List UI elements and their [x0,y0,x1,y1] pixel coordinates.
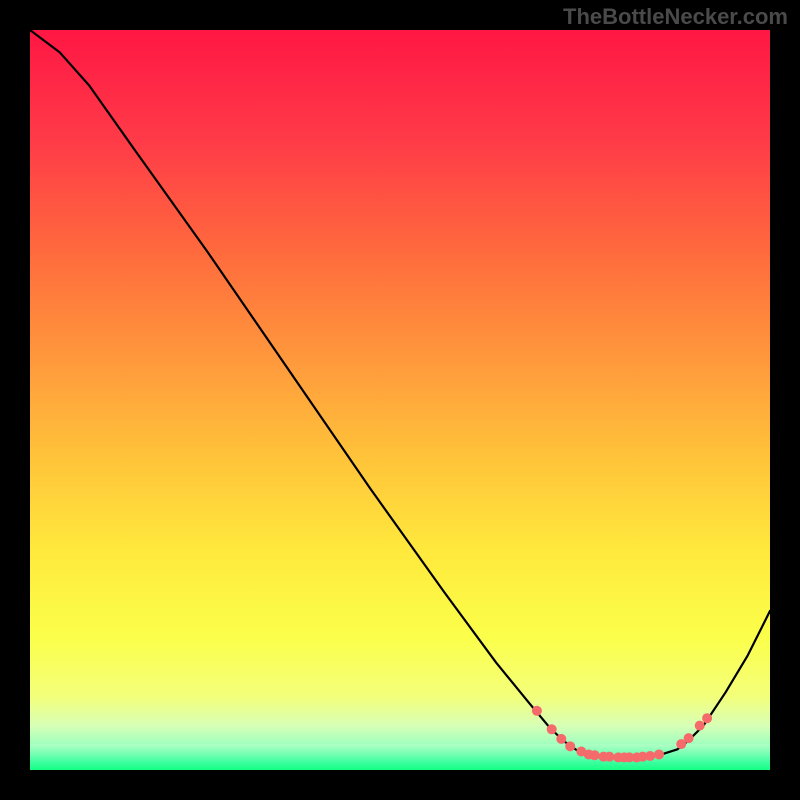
marker-point [684,733,694,743]
watermark-text: TheBottleNecker.com [563,4,788,30]
marker-point [532,706,542,716]
marker-point [556,734,566,744]
marker-point [604,752,614,762]
marker-point [654,749,664,759]
marker-point [590,750,600,760]
plot-area [30,30,770,770]
marker-point [702,713,712,723]
markers-layer [30,30,770,770]
marker-point [645,751,655,761]
markers-group [532,706,712,763]
marker-point [547,724,557,734]
marker-point [695,721,705,731]
marker-point [565,741,575,751]
